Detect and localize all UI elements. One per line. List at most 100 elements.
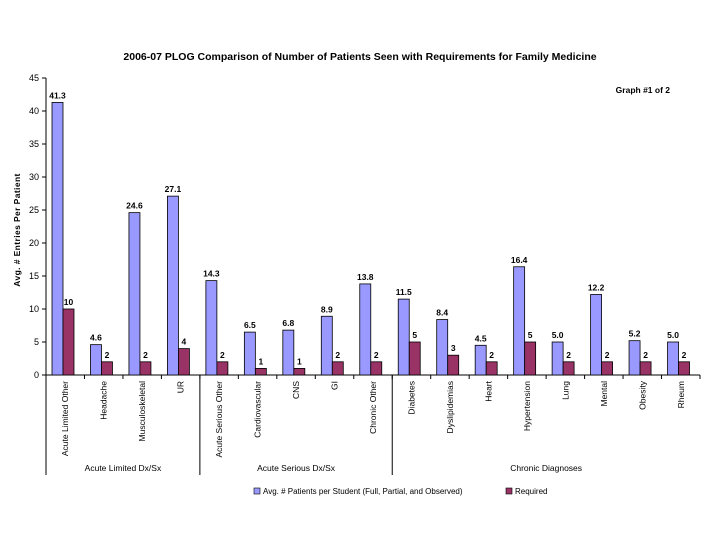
bar-avg-patients	[320, 315, 333, 376]
chart-bars	[51, 102, 690, 376]
category-label: Rheum	[676, 381, 686, 408]
bar-required	[562, 361, 575, 376]
bar-required	[524, 341, 537, 376]
bar-required	[639, 361, 652, 376]
category-label: Cardiovascular	[253, 381, 263, 438]
data-label-required: 5	[528, 330, 533, 340]
bar-avg-patients	[474, 344, 487, 376]
graph-annotation: Graph #1 of 2	[616, 85, 671, 95]
bar-required	[678, 361, 690, 376]
bar-avg-patients	[90, 344, 102, 376]
data-label-required: 3	[451, 343, 456, 353]
y-tick-label: 25	[29, 205, 39, 215]
legend-box	[243, 485, 563, 499]
category-label: Headache	[99, 381, 109, 420]
y-tick-label: 15	[29, 271, 39, 281]
group-label: Acute Serious Dx/Sx	[257, 463, 336, 473]
data-label-required: 5	[412, 330, 417, 340]
legend-swatch-avg-patients	[253, 487, 261, 495]
y-tick-label: 5	[34, 337, 39, 347]
bar-required	[408, 341, 421, 376]
data-label-required: 2	[143, 350, 148, 360]
data-label-required: 1	[297, 356, 302, 366]
data-label-avg-patients: 27.1	[165, 184, 182, 194]
category-label: Dyslipidemias	[445, 381, 455, 433]
data-label-avg-patients: 12.2	[588, 282, 605, 292]
data-label-required: 2	[335, 350, 340, 360]
group-label: Chronic Diagnoses	[510, 463, 582, 473]
bar-avg-patients	[628, 340, 641, 376]
category-label: Musculoskeletal	[137, 381, 147, 442]
bar-required	[101, 361, 113, 376]
bar-avg-patients	[167, 195, 179, 376]
bar-avg-patients	[282, 329, 295, 376]
legend-label-avg-patients: Avg. # Patients per Student (Full, Parti…	[263, 487, 463, 496]
data-label-avg-patients: 11.5	[396, 287, 412, 297]
bar-avg-patients	[590, 294, 602, 376]
category-label: GI	[330, 381, 340, 390]
bar-avg-patients	[359, 283, 372, 376]
y-tick-label: 35	[29, 139, 39, 149]
bar-avg-patients	[205, 280, 218, 376]
y-axis-label: Avg. # Entries Per Patient	[12, 173, 22, 287]
data-label-required: 2	[605, 350, 610, 360]
data-label-required: 2	[489, 350, 494, 360]
bar-required	[216, 361, 229, 376]
data-label-avg-patients: 41.3	[49, 90, 66, 100]
category-label: Hypertension	[522, 381, 532, 431]
bar-avg-patients	[551, 341, 564, 376]
bar-avg-patients	[128, 212, 141, 376]
bar-required	[331, 361, 344, 376]
data-label-required: 10	[64, 297, 74, 307]
y-tick-label: 10	[29, 304, 39, 314]
bar-required	[370, 361, 383, 376]
group-label: Acute Limited Dx/Sx	[85, 463, 162, 473]
legend-swatch-required	[505, 487, 513, 495]
chart-title: 2006-07 PLOG Comparison of Number of Pat…	[123, 51, 597, 63]
y-tick-label: 0	[34, 370, 39, 380]
data-label-avg-patients: 4.6	[90, 333, 102, 343]
bar-required	[178, 348, 190, 376]
y-tick-label: 30	[29, 172, 39, 182]
data-label-avg-patients: 4.5	[475, 333, 487, 343]
data-label-required: 2	[643, 350, 648, 360]
category-label: Acute Limited Other	[60, 381, 70, 456]
category-label: Lung	[560, 381, 570, 400]
y-tick-label: 20	[29, 238, 39, 248]
category-label: CNS	[291, 381, 301, 399]
bar-required	[447, 354, 460, 376]
bar-avg-patients	[51, 102, 64, 376]
data-label-required: 2	[682, 350, 687, 360]
data-label-required: 2	[105, 350, 110, 360]
data-label-required: 4	[182, 337, 187, 347]
data-label-required: 2	[374, 350, 379, 360]
bar-avg-patients	[667, 341, 679, 376]
bar-required	[485, 361, 498, 376]
bar-required	[601, 361, 613, 376]
data-label-avg-patients: 6.5	[244, 320, 256, 330]
data-label-avg-patients: 5.0	[667, 330, 679, 340]
bar-required	[62, 308, 75, 376]
bar-avg-patients	[513, 266, 526, 376]
data-label-avg-patients: 6.8	[282, 318, 294, 328]
bar-avg-patients	[397, 298, 410, 376]
category-label: Chronic Other	[368, 381, 378, 434]
data-label-required: 1	[258, 356, 263, 366]
legend-label-required: Required	[515, 487, 547, 496]
bar-avg-patients	[243, 331, 256, 376]
bar-required	[293, 367, 306, 376]
category-label: Obesity	[637, 380, 647, 410]
data-label-avg-patients: 5.2	[629, 329, 641, 339]
bar-avg-patients	[436, 319, 449, 376]
y-tick-label: 40	[29, 106, 39, 116]
category-label: UR	[176, 381, 186, 393]
data-label-avg-patients: 24.6	[126, 201, 143, 211]
category-label: Heart	[483, 380, 493, 401]
data-label-avg-patients: 14.3	[203, 269, 220, 279]
data-label-avg-patients: 8.4	[436, 308, 448, 318]
chart-legend: Avg. # Patients per Student (Full, Parti…	[243, 485, 563, 499]
data-label-avg-patients: 5.0	[552, 330, 564, 340]
category-label: Mental	[599, 381, 609, 407]
